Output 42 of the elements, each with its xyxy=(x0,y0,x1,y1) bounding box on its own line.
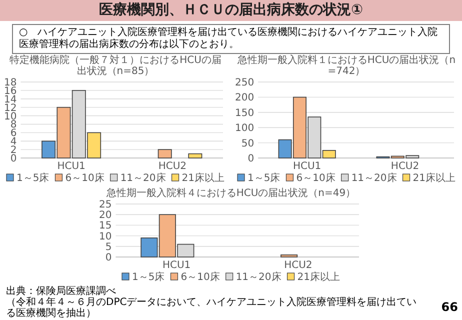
y-tick-label: 0 xyxy=(10,154,17,164)
bar xyxy=(280,254,298,258)
y-tick-label: 15 xyxy=(99,220,112,232)
legend-label: 21床以上 xyxy=(412,172,456,184)
chart-title: 急性期一般入院料１におけるHCUの届出状況（n=742） xyxy=(236,54,456,77)
legend-label: 11～20床 xyxy=(351,172,397,184)
legend-label: 21床以上 xyxy=(182,172,225,184)
legend-label: 1～5床 xyxy=(247,172,280,184)
y-tick-label: 5 xyxy=(105,242,112,253)
legend-label: 6～10床 xyxy=(65,172,104,184)
y-tick-label: 100 xyxy=(235,123,254,134)
y-tick-label: 250 xyxy=(235,78,254,88)
y-tick-label: 50 xyxy=(241,138,254,150)
legend-label: 21床以上 xyxy=(297,271,340,283)
text: ○ ハイケアユニット入院医療管理料を届け出ている医療機関におけるハイケアユニット入院医療管理料の届出病床数の分布は以下のとおり。 xyxy=(12,24,450,54)
x-tick-label: HCU2 xyxy=(158,161,187,172)
y-tick-label: 20 xyxy=(99,210,112,222)
legend-label: 11～20床 xyxy=(236,271,282,283)
y-tick-label: 0 xyxy=(248,154,254,164)
bar xyxy=(158,149,172,158)
legend-label: 6～10床 xyxy=(180,271,220,283)
x-tick-label: HCU2 xyxy=(390,161,420,172)
legend-label: 6～10床 xyxy=(296,172,336,184)
x-tick-label: HCU1 xyxy=(162,260,191,271)
x-tick-label: HCU1 xyxy=(292,161,322,172)
chart-title: 急性期一般入院料４におけるHCUの届出状況（n=49） xyxy=(105,187,356,199)
chart-title: 特定機能病院（一般７対１）におけるHCUの届出状況（n=85） xyxy=(10,54,222,77)
source-note: 出典：保険局医療課調べ xyxy=(6,286,117,297)
y-tick-label: 25 xyxy=(99,200,112,210)
x-tick-label: HCU2 xyxy=(284,260,312,271)
bar xyxy=(188,153,202,158)
legend-label: 1～5床 xyxy=(132,271,165,283)
y-tick-label: 0 xyxy=(105,252,112,264)
y-tick-label: 10 xyxy=(99,231,112,242)
legend-label: 11～20床 xyxy=(120,172,166,184)
text: （令和４年４～６月のDPCデータにおいて、ハイケアユニット入院医療管理料を届け出ている医療機関を抽出） xyxy=(6,297,418,319)
text: 医療機関別、ＨＣＵの届出病床数の状況① xyxy=(0,0,462,21)
text: 66 xyxy=(440,300,458,314)
legend-label: 1～5床 xyxy=(16,172,50,184)
y-tick-label: 200 xyxy=(235,92,254,104)
y-tick-label: 150 xyxy=(235,108,254,119)
x-tick-label: HCU1 xyxy=(57,161,86,172)
